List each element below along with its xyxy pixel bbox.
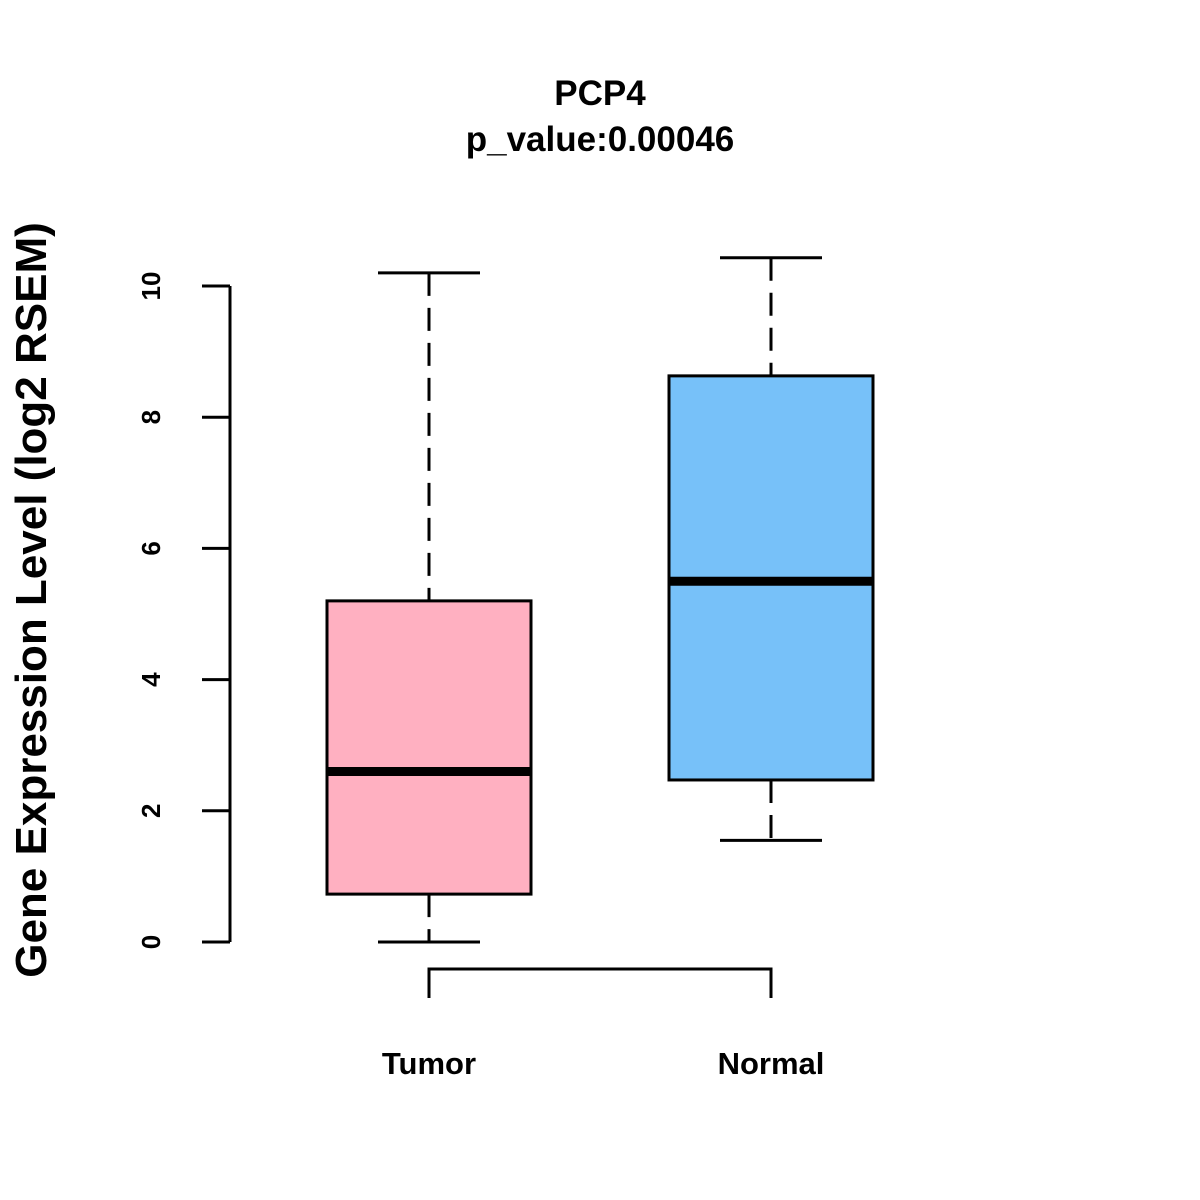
y-tick-label: 10 [136,272,166,301]
boxes [325,256,875,944]
chart-subtitle: p_value:0.00046 [466,120,735,159]
box-tumor [325,271,533,944]
y-tick-label: 6 [136,541,166,555]
bracket-line [427,967,773,998]
x-category-label: Normal [718,1046,825,1081]
y-tick-label: 2 [136,804,166,818]
y-axis: 0 2 4 6 8 10 [136,272,232,949]
comparison-bracket [427,967,773,998]
x-axis-labels: Tumor Normal [382,1046,824,1081]
box-normal [667,256,875,842]
y-tick-label: 8 [136,410,166,424]
x-category-label: Tumor [382,1046,476,1081]
y-tick-label: 4 [136,672,166,687]
y-tick-label: 0 [136,935,166,949]
interquartile-box [325,599,533,896]
y-axis-label: Gene Expression Level (log2 RSEM) [7,222,56,978]
chart-title: PCP4 [554,74,646,113]
